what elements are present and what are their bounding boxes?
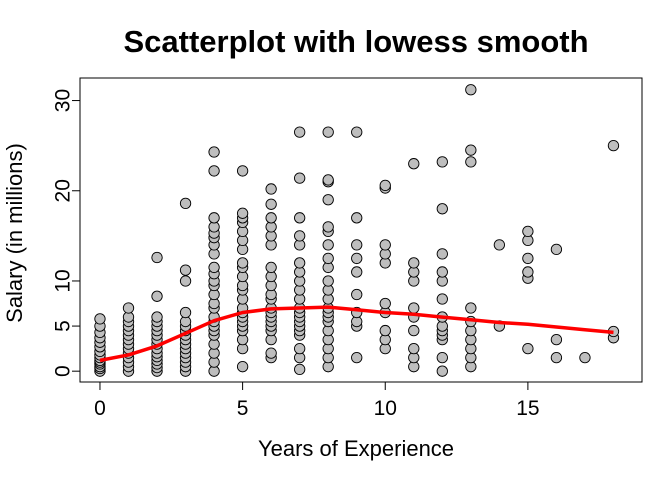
data-point bbox=[265, 183, 277, 195]
data-point bbox=[550, 333, 563, 346]
data-point bbox=[351, 252, 363, 265]
data-point bbox=[236, 165, 249, 177]
data-point bbox=[522, 266, 534, 278]
chart-title: Scatterplot with lowess smooth bbox=[123, 24, 588, 59]
data-point bbox=[351, 212, 363, 224]
data-point bbox=[294, 230, 306, 242]
data-point bbox=[408, 257, 420, 269]
data-point bbox=[236, 361, 249, 373]
data-point bbox=[408, 302, 420, 314]
data-point bbox=[351, 266, 363, 278]
data-point bbox=[294, 363, 306, 376]
y-tick-label: 5 bbox=[52, 320, 75, 332]
data-point bbox=[550, 351, 563, 364]
data-point bbox=[236, 207, 249, 219]
data-point bbox=[236, 257, 249, 269]
data-point bbox=[322, 252, 334, 265]
data-point bbox=[294, 126, 306, 138]
data-point bbox=[322, 221, 334, 233]
data-point bbox=[465, 144, 477, 156]
x-axis: 0 5 10 15 bbox=[94, 381, 540, 420]
data-points bbox=[94, 84, 620, 377]
data-point bbox=[322, 275, 334, 287]
data-point bbox=[265, 198, 277, 210]
data-point bbox=[322, 174, 334, 186]
data-point bbox=[465, 302, 477, 314]
data-point bbox=[436, 203, 448, 215]
x-axis-label: Years of Experience bbox=[258, 436, 454, 461]
data-point bbox=[265, 212, 277, 224]
data-point bbox=[607, 140, 620, 152]
data-point bbox=[436, 266, 448, 278]
data-point bbox=[436, 293, 448, 305]
data-point bbox=[294, 342, 306, 355]
data-point bbox=[379, 179, 391, 191]
y-tick-label: 30 bbox=[52, 89, 75, 112]
data-point bbox=[436, 156, 448, 168]
data-point bbox=[351, 239, 363, 251]
data-point bbox=[122, 302, 135, 314]
y-axis-label: Salary (in millions) bbox=[2, 143, 27, 323]
data-point bbox=[208, 261, 220, 274]
data-point bbox=[436, 351, 448, 364]
data-point bbox=[179, 264, 192, 276]
data-point bbox=[379, 239, 391, 251]
data-point bbox=[351, 288, 363, 301]
x-tick-label: 10 bbox=[374, 397, 397, 420]
data-point bbox=[351, 126, 363, 138]
data-point bbox=[408, 158, 420, 170]
data-point bbox=[322, 194, 334, 206]
data-point bbox=[465, 156, 477, 168]
data-point bbox=[493, 239, 506, 251]
data-point bbox=[94, 313, 106, 325]
data-point bbox=[408, 324, 420, 337]
lowess-smooth-line bbox=[99, 305, 614, 363]
data-point bbox=[465, 84, 477, 96]
data-point bbox=[379, 297, 391, 310]
data-point bbox=[322, 239, 334, 251]
x-tick-label: 15 bbox=[516, 397, 539, 420]
data-point bbox=[208, 165, 220, 177]
data-point bbox=[151, 251, 163, 264]
data-point bbox=[151, 290, 163, 302]
data-point bbox=[522, 225, 534, 238]
data-point bbox=[208, 146, 220, 158]
data-point bbox=[351, 351, 363, 364]
data-point bbox=[265, 347, 277, 359]
data-point bbox=[294, 172, 306, 184]
data-point bbox=[579, 351, 591, 364]
data-point bbox=[294, 257, 306, 269]
x-tick-label: 0 bbox=[94, 397, 106, 420]
y-tick-label: 0 bbox=[52, 365, 75, 377]
data-point bbox=[522, 342, 534, 355]
data-point bbox=[550, 243, 563, 256]
y-axis: 0 5 10 20 30 bbox=[52, 89, 81, 377]
data-point bbox=[408, 342, 420, 355]
data-point bbox=[179, 197, 192, 210]
data-point bbox=[265, 261, 277, 274]
data-point bbox=[436, 365, 448, 377]
data-point bbox=[151, 311, 163, 323]
x-tick-label: 5 bbox=[237, 397, 249, 420]
data-point bbox=[294, 212, 306, 224]
y-tick-label: 20 bbox=[52, 179, 75, 202]
data-point bbox=[436, 248, 448, 260]
data-point bbox=[379, 324, 391, 337]
y-tick-label: 10 bbox=[52, 269, 75, 292]
data-point bbox=[179, 306, 192, 319]
data-point bbox=[522, 252, 534, 265]
data-point bbox=[208, 212, 220, 224]
data-point bbox=[322, 126, 334, 138]
data-point bbox=[179, 275, 192, 287]
